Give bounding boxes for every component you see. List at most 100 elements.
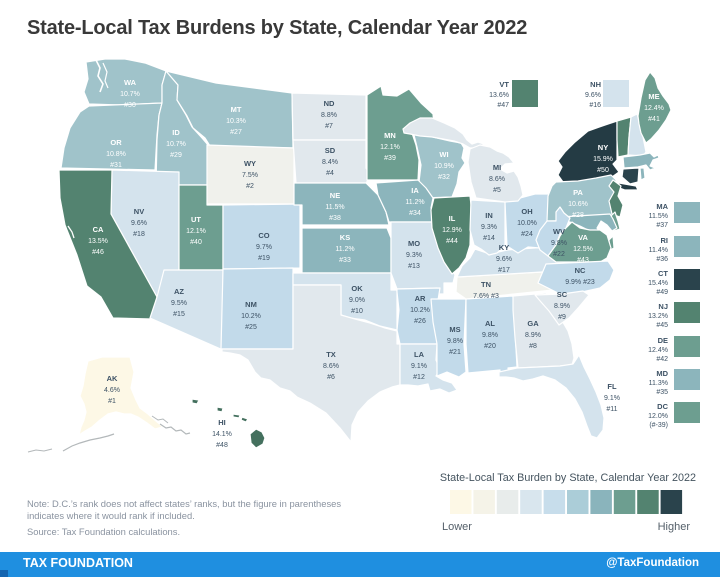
- svg-text:#38: #38: [329, 215, 341, 222]
- svg-text:#42: #42: [656, 356, 668, 363]
- svg-text:IN: IN: [485, 211, 493, 220]
- svg-text:NH: NH: [590, 80, 601, 89]
- svg-text:#31: #31: [110, 162, 122, 169]
- svg-text:WA: WA: [124, 78, 137, 87]
- svg-text:9.8%: 9.8%: [447, 338, 463, 345]
- svg-text:9.9% #23: 9.9% #23: [565, 279, 595, 286]
- svg-text:KY: KY: [499, 243, 509, 252]
- svg-text:OH: OH: [521, 207, 532, 216]
- svg-text:NC: NC: [575, 266, 586, 275]
- svg-text:AR: AR: [415, 294, 426, 303]
- svg-text:9.8%: 9.8%: [482, 332, 498, 339]
- svg-text:WV: WV: [553, 227, 565, 236]
- svg-text:8.4%: 8.4%: [322, 159, 338, 166]
- svg-text:WY: WY: [244, 159, 256, 168]
- svg-text:#24: #24: [521, 231, 533, 238]
- svg-text:#40: #40: [190, 239, 202, 246]
- svg-text:9.6%: 9.6%: [585, 92, 601, 99]
- svg-text:11.2%: 11.2%: [335, 246, 354, 253]
- svg-text:#7: #7: [325, 123, 333, 130]
- svg-text:10.7%: 10.7%: [166, 141, 186, 148]
- svg-text:13.6%: 13.6%: [489, 92, 509, 99]
- svg-text:NE: NE: [330, 191, 340, 200]
- svg-text:8.9%: 8.9%: [554, 303, 570, 310]
- svg-text:NV: NV: [134, 207, 144, 216]
- svg-text:10.8%: 10.8%: [106, 151, 126, 158]
- svg-text:10.6%: 10.6%: [568, 201, 588, 208]
- svg-text:AK: AK: [107, 374, 118, 383]
- svg-text:9.3%: 9.3%: [406, 252, 422, 259]
- svg-text:#14: #14: [483, 235, 495, 242]
- svg-text:DE: DE: [658, 336, 668, 345]
- svg-text:#35: #35: [656, 389, 668, 396]
- svg-text:ID: ID: [172, 128, 180, 137]
- svg-text:#33: #33: [339, 257, 351, 264]
- svg-text:11.5%: 11.5%: [649, 213, 668, 220]
- svg-text:13.2%: 13.2%: [648, 313, 668, 320]
- svg-text:10.2%: 10.2%: [410, 307, 430, 314]
- svg-text:GA: GA: [527, 319, 539, 328]
- svg-text:#29: #29: [170, 152, 182, 159]
- svg-text:7.5%: 7.5%: [242, 172, 258, 179]
- svg-text:10.0%: 10.0%: [517, 220, 537, 227]
- svg-text:#36: #36: [656, 256, 668, 263]
- svg-text:11.2%: 11.2%: [405, 199, 424, 206]
- svg-text:#47: #47: [497, 102, 509, 109]
- svg-text:#28: #28: [572, 212, 584, 219]
- svg-text:9.1%: 9.1%: [411, 363, 427, 370]
- svg-text:AZ: AZ: [174, 287, 184, 296]
- svg-text:#48: #48: [216, 442, 228, 449]
- svg-text:#16: #16: [589, 102, 601, 109]
- svg-text:#22: #22: [553, 251, 565, 258]
- svg-text:11.5%: 11.5%: [325, 204, 344, 211]
- svg-text:State-Local Tax Burden by Stat: State-Local Tax Burden by State, Calenda…: [440, 472, 696, 484]
- svg-text:Higher: Higher: [658, 521, 691, 533]
- svg-text:9.7%: 9.7%: [256, 244, 272, 251]
- svg-text:MT: MT: [231, 105, 242, 114]
- svg-text:VA: VA: [578, 233, 588, 242]
- svg-text:Lower: Lower: [442, 521, 472, 533]
- svg-text:#2: #2: [246, 183, 254, 190]
- svg-text:NY: NY: [598, 143, 608, 152]
- svg-text:#15: #15: [173, 311, 185, 318]
- svg-text:IA: IA: [411, 186, 419, 195]
- svg-text:#9: #9: [558, 314, 566, 321]
- svg-text:#1: #1: [108, 398, 116, 405]
- svg-text:12.4%: 12.4%: [648, 347, 668, 354]
- svg-text:10.9%: 10.9%: [434, 163, 454, 170]
- svg-text:#20: #20: [484, 343, 496, 350]
- svg-text:12.4%: 12.4%: [644, 105, 664, 112]
- svg-text:#26: #26: [414, 318, 426, 325]
- svg-text:#32: #32: [438, 174, 450, 181]
- svg-text:4.6%: 4.6%: [104, 387, 120, 394]
- svg-text:#19: #19: [258, 255, 270, 262]
- svg-text:10.3%: 10.3%: [226, 118, 246, 125]
- svg-text:8.9%: 8.9%: [525, 332, 541, 339]
- svg-text:#4: #4: [326, 170, 334, 177]
- svg-text:#49: #49: [656, 289, 668, 296]
- svg-text:TX: TX: [326, 350, 336, 359]
- svg-text:9.6%: 9.6%: [496, 256, 512, 263]
- svg-text:#10: #10: [351, 308, 363, 315]
- svg-text:OR: OR: [110, 138, 122, 147]
- svg-text:#8: #8: [529, 343, 537, 350]
- svg-text:#25: #25: [245, 324, 257, 331]
- svg-text:7.6% #3: 7.6% #3: [473, 293, 499, 300]
- svg-text:12.5%: 12.5%: [573, 246, 593, 253]
- svg-text:#5: #5: [493, 187, 501, 194]
- svg-text:UT: UT: [191, 215, 201, 224]
- svg-text:#27: #27: [230, 129, 242, 136]
- svg-text:(#-39): (#-39): [649, 422, 668, 429]
- svg-text:9.6%: 9.6%: [131, 220, 147, 227]
- svg-text:11.3%: 11.3%: [649, 380, 668, 387]
- svg-text:VT: VT: [499, 80, 509, 89]
- svg-text:MI: MI: [493, 163, 501, 172]
- svg-text:PA: PA: [573, 188, 583, 197]
- svg-text:#30: #30: [124, 102, 136, 109]
- svg-text:#43: #43: [577, 257, 589, 264]
- svg-text:CT: CT: [658, 269, 668, 278]
- svg-text:8.6%: 8.6%: [323, 363, 339, 370]
- svg-text:#34: #34: [409, 210, 421, 217]
- svg-text:#44: #44: [446, 238, 458, 245]
- svg-text:NJ: NJ: [658, 302, 668, 311]
